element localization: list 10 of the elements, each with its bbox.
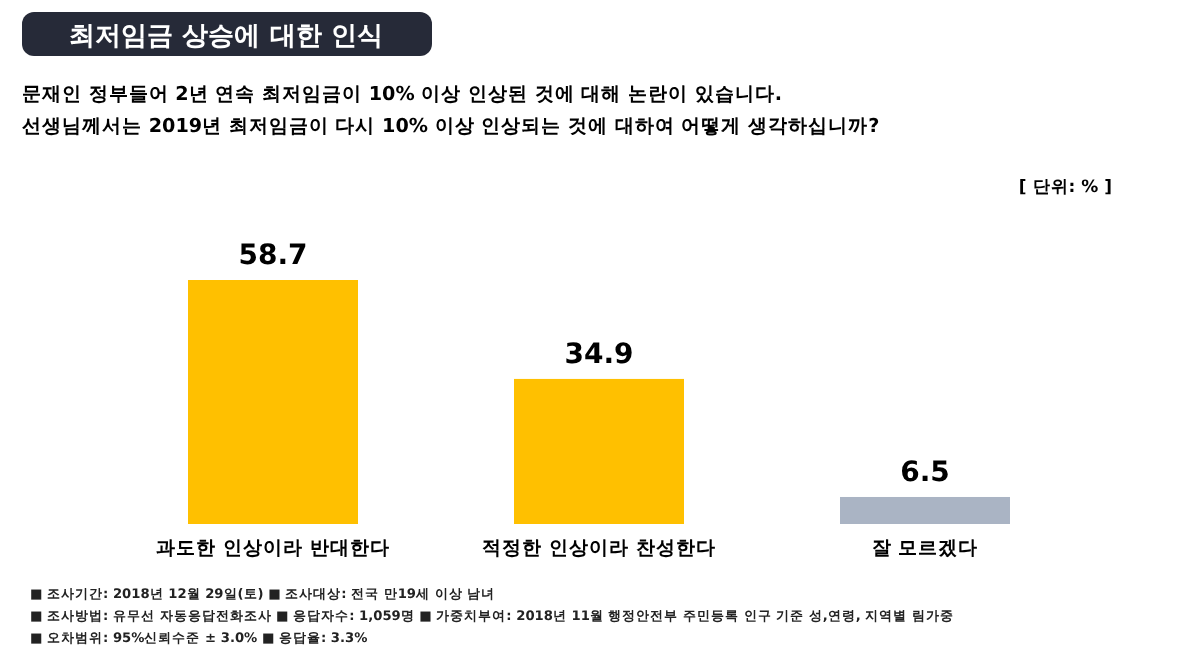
chart-subtitle: 문재인 정부들어 2년 연속 최저임금이 10% 이상 인상된 것에 대해 논란이 있습니다. 선생님께서는 2019년 최저임금이 다시 10% 이상 인상되는 것에 대하여 어떻게 생각하십니까? bbox=[22, 84, 880, 138]
data-label: 34.9 bbox=[564, 338, 634, 371]
x-tick-label: 적정한 인상이라 찬성한다 bbox=[482, 538, 716, 560]
data-label: 6.5 bbox=[900, 456, 950, 489]
chart-title: 최저임금 상승에 대한 인식 bbox=[69, 22, 383, 52]
title: 최저임금 상승에 대한 인식 bbox=[22, 12, 432, 56]
x-tick-label: 과도한 인상이라 반대한다 bbox=[156, 538, 390, 560]
x-tick-label: 잘 모르겠다 bbox=[871, 538, 979, 560]
text: [ 단위: % ] bbox=[1018, 178, 1113, 198]
data-label: 58.7 bbox=[238, 240, 308, 272]
